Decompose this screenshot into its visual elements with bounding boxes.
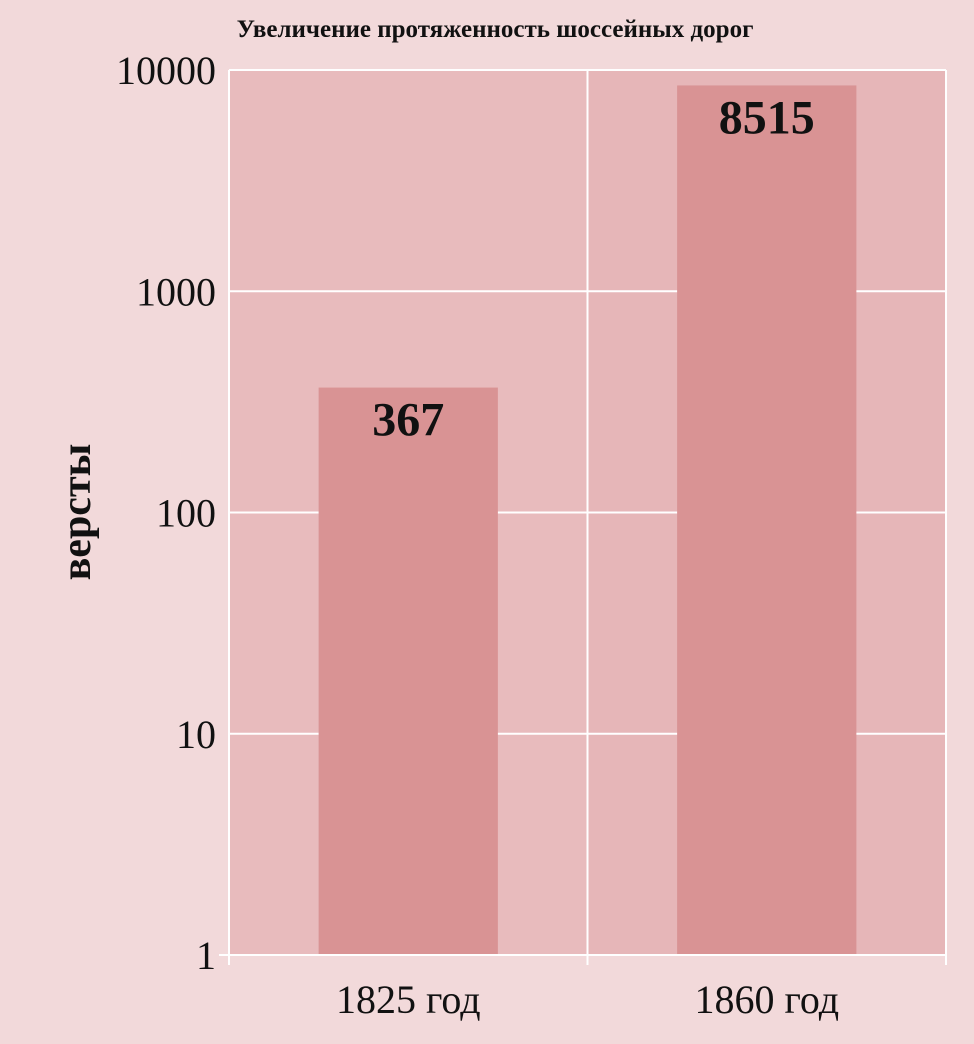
y-tick-label: 10 — [176, 712, 216, 757]
y-tick-label: 1 — [196, 933, 216, 978]
data-label: 367 — [372, 394, 444, 447]
x-tick-label: 1860 год — [694, 977, 839, 1022]
x-tick-label: 1825 год — [336, 977, 481, 1022]
y-axis-label: версты — [54, 444, 100, 581]
bar-layer: 367 8515 — [318, 85, 857, 955]
axis-layer: 1 10 100 1000 10000 1825 год 1860 год — [116, 48, 947, 1022]
data-label: 8515 — [719, 91, 815, 144]
y-tick-label: 100 — [156, 491, 216, 536]
bar — [677, 85, 857, 955]
y-tick-label: 1000 — [136, 269, 216, 314]
bar — [318, 387, 498, 955]
y-tick-label: 10000 — [116, 48, 216, 93]
chart-title: Увеличение протяженность шоссейных дорог — [237, 16, 754, 43]
